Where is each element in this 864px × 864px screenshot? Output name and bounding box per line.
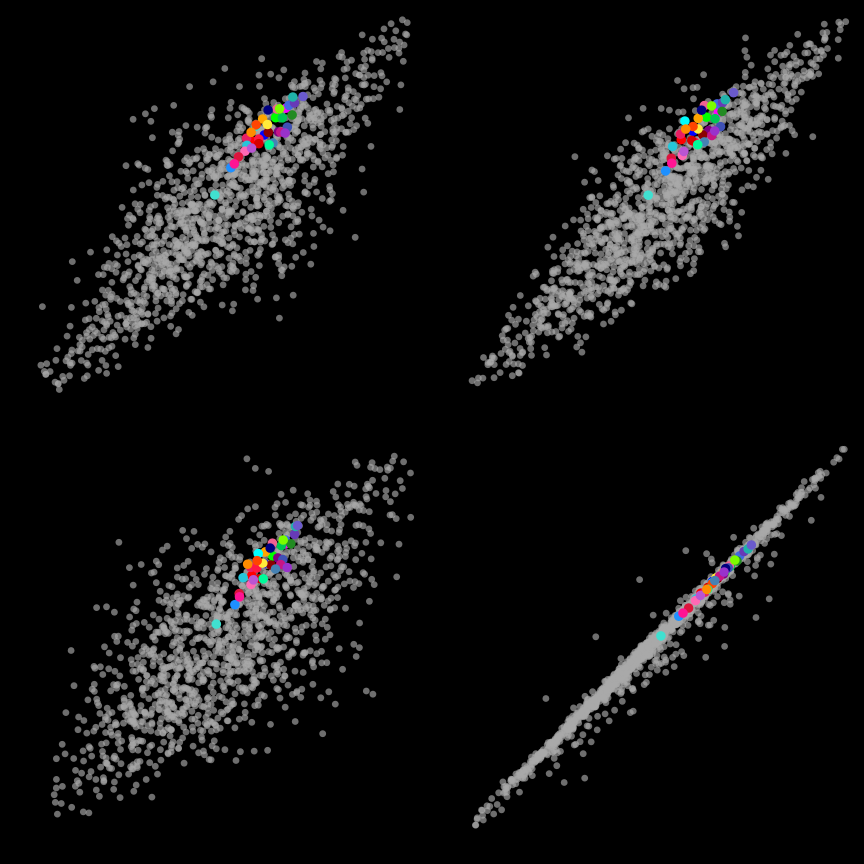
hl-point <box>298 92 308 102</box>
bg-cloud <box>38 16 411 393</box>
hl-point <box>235 592 245 602</box>
hl-point <box>721 95 731 105</box>
hl-point <box>230 159 240 169</box>
hl-point <box>667 158 677 168</box>
hl-point <box>678 608 688 618</box>
hl-point <box>264 140 274 150</box>
hl-point <box>263 105 273 115</box>
hl-point <box>717 107 727 117</box>
hl-point <box>668 142 678 152</box>
hl-point <box>697 105 707 115</box>
hl-point <box>730 555 740 565</box>
plot-top-left <box>0 0 432 432</box>
hl-point <box>710 114 720 124</box>
hl-point <box>707 101 717 111</box>
hl-point <box>263 120 273 130</box>
bg-cloud <box>469 18 849 386</box>
hl-point <box>719 567 729 577</box>
hl-point <box>729 88 739 98</box>
hl-point <box>643 190 653 200</box>
hl-point <box>238 573 248 583</box>
bg-cloud <box>51 453 414 818</box>
hl-point <box>693 140 703 150</box>
hl-point <box>275 104 285 114</box>
hl-point <box>212 619 222 629</box>
hl-point <box>280 128 290 138</box>
hl-point <box>278 113 288 123</box>
hl-point <box>710 576 720 586</box>
hl-point <box>661 166 671 176</box>
panel-bottom-left <box>0 432 432 864</box>
hl-point <box>210 190 220 200</box>
hl-point <box>247 143 257 153</box>
hl-point <box>710 126 720 136</box>
panel-bottom-right <box>432 432 864 864</box>
hl-point <box>679 147 689 157</box>
hl-point <box>680 116 690 126</box>
hl-point <box>702 585 712 595</box>
panel-top-left <box>0 0 432 432</box>
hl-point <box>288 92 298 102</box>
hl-point <box>293 521 303 531</box>
hl-point <box>252 556 262 566</box>
scatter-grid <box>0 0 864 864</box>
hl-point <box>265 543 275 553</box>
plot-top-right <box>432 0 864 432</box>
plot-bottom-right <box>432 432 864 864</box>
hl-point <box>271 564 281 574</box>
hl-point <box>681 124 691 134</box>
hl-point <box>278 535 288 545</box>
plot-bottom-left <box>0 432 432 864</box>
panel-top-right <box>432 0 864 432</box>
hl-point <box>249 575 259 585</box>
hl-point <box>246 128 256 138</box>
hl-point <box>282 563 292 573</box>
hl-point <box>243 559 253 569</box>
hl-point <box>258 574 268 584</box>
hl-point <box>747 540 757 550</box>
hl-point <box>287 110 297 120</box>
hl-point <box>656 631 666 641</box>
